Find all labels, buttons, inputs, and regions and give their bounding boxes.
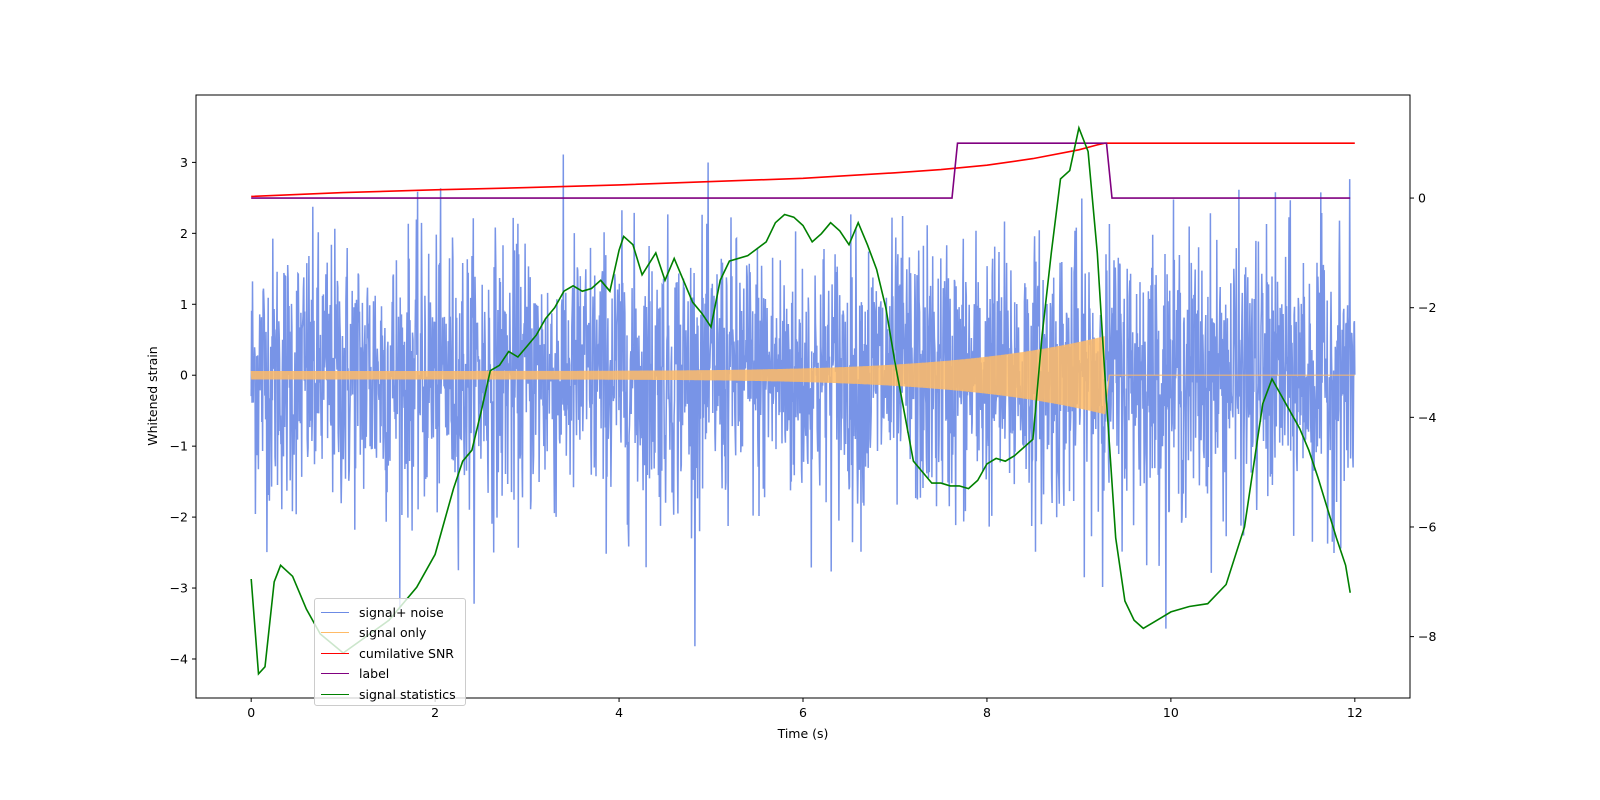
x-tick-label: 2 [431, 705, 439, 720]
legend-swatch-cumulative-snr [321, 652, 349, 654]
legend-swatch-signal-only [321, 632, 349, 634]
series-label [251, 142, 1351, 199]
y-axis-right: −8 −6 −4 −2 0 [1410, 191, 1436, 644]
y-tick-label: 3 [180, 155, 188, 170]
legend-item-signal-only: signal only [315, 623, 465, 644]
x-tick-label: 4 [615, 705, 623, 720]
legend-label: label [359, 666, 390, 682]
series-signal-statistics [250, 125, 1351, 676]
y2-tick-label: −4 [1418, 410, 1436, 425]
y-tick-label: −3 [170, 581, 188, 596]
legend-label: cumilative SNR [359, 645, 454, 661]
x-tick-label: 6 [799, 705, 807, 720]
y2-tick-label: −8 [1418, 629, 1436, 644]
y-tick-label: 2 [180, 226, 188, 241]
x-tick-label: 12 [1347, 705, 1363, 720]
legend-item-cumulative-snr: cumilative SNR [315, 643, 465, 664]
legend-item-signal-statistics: signal statistics [315, 684, 465, 705]
legend-swatch-signal-noise [321, 611, 349, 613]
y-tick-label: −4 [170, 651, 188, 666]
line-series-layer [250, 125, 1355, 676]
y-tick-label: 0 [180, 368, 188, 383]
y-tick-label: 1 [180, 297, 188, 312]
y-tick-label: −2 [170, 510, 188, 525]
legend-label: signal statistics [359, 686, 456, 702]
legend-swatch-signal-statistics [321, 693, 349, 695]
y2-tick-label: 0 [1418, 191, 1426, 206]
noise-series-layer [250, 154, 1356, 647]
x-tick-label: 0 [247, 705, 255, 720]
legend-item-label: label [315, 664, 465, 685]
x-tick-label: 8 [983, 705, 991, 720]
series-cumulative-snr [251, 142, 1355, 198]
legend-swatch-label [321, 673, 349, 675]
legend-item-signal-noise: signal+ noise [315, 602, 465, 623]
x-tick-label: 10 [1163, 705, 1179, 720]
y-tick-label: −1 [170, 439, 188, 454]
y2-tick-label: −6 [1418, 519, 1436, 534]
legend-label: signal only [359, 625, 427, 641]
y2-tick-label: −2 [1418, 300, 1436, 315]
y-axis-left: −4 −3 −2 −1 0 1 2 3 [170, 155, 196, 666]
legend-label: signal+ noise [359, 604, 444, 620]
legend: signal+ noise signal only cumilative SNR… [314, 598, 466, 706]
series-signal-only [250, 336, 1355, 415]
x-axis-label: Time (s) [777, 726, 829, 741]
y-axis-label: Whitened strain [145, 346, 160, 445]
series-signal-noise [250, 154, 1356, 647]
signal-series-layer [250, 336, 1355, 415]
